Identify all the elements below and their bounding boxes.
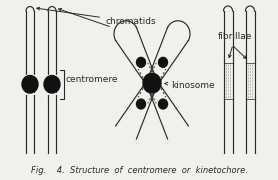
Circle shape [136, 99, 145, 109]
Text: centromere: centromere [66, 75, 118, 84]
Circle shape [136, 57, 145, 67]
Circle shape [44, 76, 60, 93]
Text: fibrillae: fibrillae [218, 32, 252, 58]
Circle shape [158, 57, 168, 67]
Circle shape [158, 99, 168, 109]
Circle shape [22, 76, 38, 93]
Text: kinosome: kinosome [165, 81, 215, 90]
Text: chromatids: chromatids [37, 7, 156, 26]
Circle shape [143, 73, 161, 93]
Text: Fig.    4.  Structure  of  centromere  or  kinetochore.: Fig. 4. Structure of centromere or kinet… [31, 166, 247, 175]
